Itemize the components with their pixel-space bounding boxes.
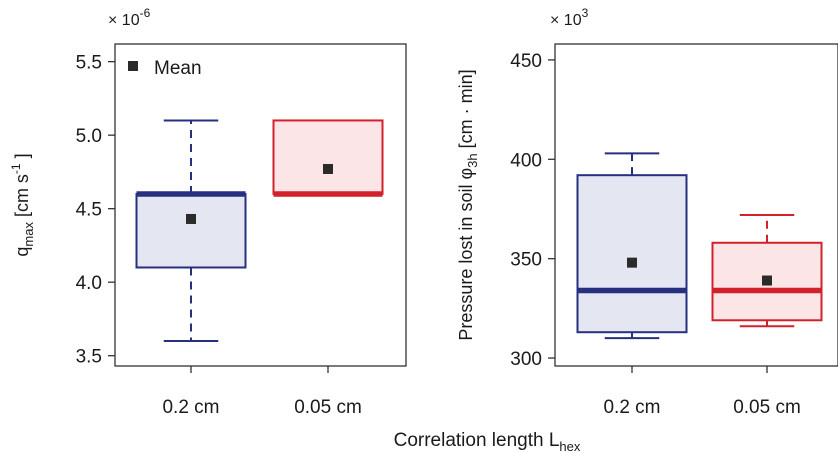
x-tick-label: 0.2 cm [162, 397, 219, 418]
plot-frame [114, 43, 407, 367]
y-tick-label: 4.0 [76, 273, 102, 294]
mean-marker [186, 213, 196, 224]
legend-mean-marker [128, 61, 138, 71]
mean-marker [762, 275, 772, 286]
mean-marker [323, 163, 333, 174]
iqr-box [576, 174, 688, 334]
y-tick-label: 4.5 [76, 200, 102, 221]
y-tick-label: 350 [510, 250, 542, 271]
iqr-box [272, 119, 384, 195]
axis-exponent-label: × 103 [550, 6, 589, 29]
left-panel-qmax: 3.5 4.0 4.5 5.0 5.5 0.2 cm 0.05 cm × 10-6 qmax [… [9, 6, 407, 418]
x-axis-label: Correlation length Lhex [394, 430, 581, 452]
x-tick-label: 0.05 cm [294, 397, 362, 418]
box-red [711, 213, 823, 328]
mean-marker [627, 257, 637, 268]
right-panel-pressure-lost: 300 350 400 450 0.2 cm 0.05 cm × 103 Pressure l… [456, 6, 838, 418]
y-tick-label: 450 [510, 51, 542, 72]
y-axis-label: qmax [cm s-1 ] [9, 153, 36, 256]
legend: Mean [128, 58, 202, 79]
box-blue [135, 119, 247, 343]
iqr-box [135, 192, 247, 269]
box-blue [576, 152, 688, 340]
y-tick-label: 5.5 [76, 53, 102, 74]
y-tick-label: 400 [510, 150, 542, 171]
legend-label: Mean [154, 58, 202, 79]
x-tick-label: 0.05 cm [733, 397, 801, 418]
box-red [272, 119, 384, 197]
y-tick-label: 300 [510, 349, 542, 370]
axis-exponent-label: × 10-6 [108, 6, 151, 29]
y-tick-label: 3.5 [76, 347, 102, 368]
x-tick-label: 0.2 cm [603, 397, 660, 418]
y-axis-label: Pressure lost in soil φ3h [cm · min] [456, 69, 480, 340]
y-tick-label: 5.0 [76, 126, 102, 147]
plot-frame [554, 43, 838, 367]
